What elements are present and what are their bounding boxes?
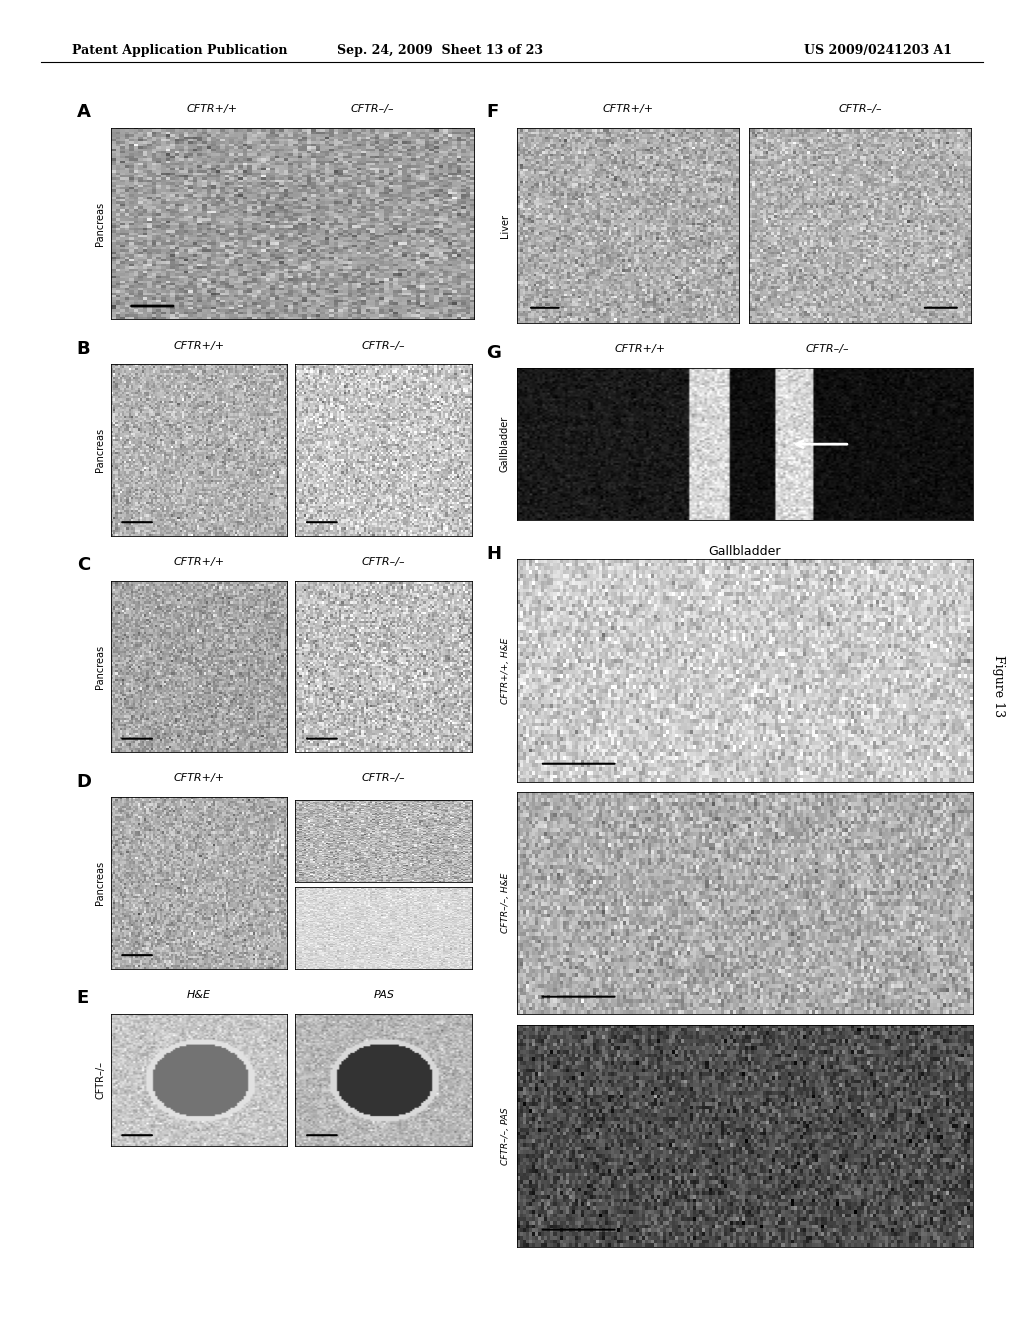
- Text: CFTR–/–: CFTR–/–: [361, 774, 406, 784]
- Text: D: D: [77, 772, 92, 791]
- Text: Sep. 24, 2009  Sheet 13 of 23: Sep. 24, 2009 Sheet 13 of 23: [337, 44, 544, 57]
- Text: CFTR+/+: CFTR+/+: [186, 104, 238, 115]
- Text: Gallbladder: Gallbladder: [500, 416, 510, 473]
- Text: CFTR+/+: CFTR+/+: [614, 345, 666, 355]
- Text: G: G: [486, 343, 502, 362]
- Text: Liver: Liver: [500, 214, 510, 238]
- Text: Pancreas: Pancreas: [95, 202, 105, 246]
- Text: CFTR+/+: CFTR+/+: [173, 341, 224, 351]
- Text: CFTR+/+: CFTR+/+: [173, 557, 224, 568]
- Text: CFTR–/–, PAS: CFTR–/–, PAS: [501, 1107, 510, 1166]
- Text: CFTR–/–: CFTR–/–: [361, 341, 406, 351]
- Text: Pancreas: Pancreas: [95, 644, 105, 689]
- Text: CFTR+/+, H&E: CFTR+/+, H&E: [501, 638, 510, 704]
- Text: H&E: H&E: [187, 990, 211, 1001]
- Text: CFTR–/–, H&E: CFTR–/–, H&E: [501, 873, 510, 933]
- Text: CFTR–/–: CFTR–/–: [95, 1061, 105, 1098]
- Text: F: F: [486, 103, 499, 121]
- Text: CFTR–/–: CFTR–/–: [805, 345, 849, 355]
- Text: CFTR+/+: CFTR+/+: [602, 104, 653, 115]
- Text: CFTR+/+: CFTR+/+: [173, 774, 224, 784]
- Text: CFTR–/–: CFTR–/–: [350, 104, 394, 115]
- Text: PAS: PAS: [373, 990, 394, 1001]
- Text: Patent Application Publication: Patent Application Publication: [72, 44, 287, 57]
- Text: CFTR–/–: CFTR–/–: [838, 104, 882, 115]
- Text: B: B: [77, 339, 90, 358]
- Text: A: A: [77, 103, 91, 121]
- Text: CFTR–/–: CFTR–/–: [361, 557, 406, 568]
- Text: H: H: [486, 545, 502, 562]
- Text: C: C: [77, 556, 90, 574]
- Text: Figure 13: Figure 13: [992, 655, 1005, 718]
- Text: US 2009/0241203 A1: US 2009/0241203 A1: [804, 44, 952, 57]
- Text: E: E: [77, 989, 89, 1007]
- Text: Pancreas: Pancreas: [95, 861, 105, 906]
- Text: Gallbladder: Gallbladder: [709, 545, 781, 557]
- Text: Pancreas: Pancreas: [95, 428, 105, 473]
